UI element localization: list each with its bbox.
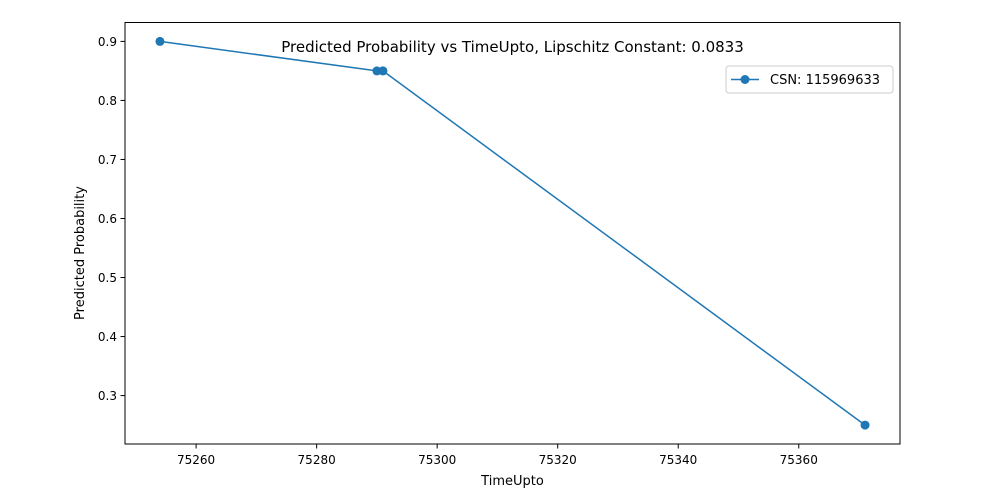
legend: CSN: 115969633	[725, 65, 894, 94]
y-axis-ticks: 0.3 0.4 0.5 0.6 0.7 0.8 0.9	[98, 35, 125, 403]
plot-frame	[124, 22, 901, 445]
legend-marker	[740, 75, 750, 84]
data-point	[155, 36, 165, 46]
y-tick-label: 0.6	[98, 212, 117, 226]
y-tick-label: 0.7	[98, 153, 117, 167]
legend-box	[725, 65, 894, 94]
y-tick-label: 0.3	[98, 389, 117, 403]
x-axis-label: TimeUpto	[480, 474, 544, 489]
x-tick-label: 75300	[418, 453, 456, 467]
y-tick-label: 0.8	[98, 94, 117, 108]
y-tick-label: 0.5	[98, 271, 117, 285]
x-tick-label: 75360	[780, 453, 818, 467]
y-axis-label: Predicted Probability	[73, 186, 88, 320]
series-layer	[155, 36, 870, 430]
data-point	[860, 420, 870, 430]
x-tick-label: 75260	[177, 453, 215, 467]
chart-title: Predicted Probability vs TimeUpto, Lipsc…	[281, 38, 744, 56]
data-point	[378, 66, 388, 76]
plot-area: 75260 75280 75300 75320 75340 75360 0.3 0.4 0.5…	[98, 22, 901, 467]
x-tick-label: 75280	[298, 453, 336, 467]
y-tick-label: 0.9	[98, 35, 117, 49]
x-tick-label: 75320	[539, 453, 577, 467]
legend-entry-label: CSN: 115969633	[770, 73, 880, 88]
x-axis-ticks: 75260 75280 75300 75320 75340 75360	[177, 444, 818, 467]
x-tick-label: 75340	[659, 453, 697, 467]
y-tick-label: 0.4	[98, 330, 117, 344]
